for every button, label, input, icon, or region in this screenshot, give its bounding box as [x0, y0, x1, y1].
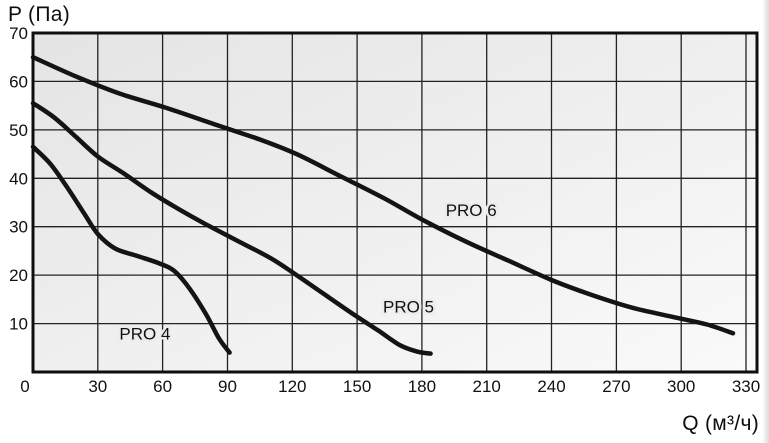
- x-tick-label-180: 180: [408, 377, 436, 396]
- y-axis-title: P (Па): [8, 3, 71, 26]
- curve-label-pro-5: PRO 5: [383, 298, 434, 317]
- y-tick-label-40: 40: [9, 169, 28, 188]
- x-tick-label-0: 0: [20, 377, 29, 396]
- x-tick-label-30: 30: [88, 377, 107, 396]
- y-tick-label-60: 60: [9, 72, 28, 91]
- x-tick-label-150: 150: [343, 377, 371, 396]
- y-tick-label-30: 30: [9, 218, 28, 237]
- x-tick-label-60: 60: [153, 377, 172, 396]
- x-axis-title: Q (м³/ч): [682, 412, 759, 435]
- curve-label-pro-4: PRO 4: [119, 324, 170, 343]
- x-tick-label-240: 240: [537, 377, 565, 396]
- curve-label-pro-6: PRO 6: [446, 201, 497, 220]
- plot-border: [31, 31, 759, 374]
- curve-pro-6: [30, 54, 736, 336]
- curve-pro-5: [30, 100, 433, 356]
- page-edge-shadow: [762, 0, 769, 443]
- y-tick-label-20: 20: [9, 266, 28, 285]
- y-tick-label-10: 10: [9, 315, 28, 334]
- x-tick-label-300: 300: [667, 377, 695, 396]
- x-tick-label-330: 330: [732, 377, 760, 396]
- y-tick-label-70: 70: [9, 24, 28, 43]
- x-tick-label-270: 270: [602, 377, 630, 396]
- x-tick-label-210: 210: [473, 377, 501, 396]
- x-tick-label-120: 120: [278, 377, 306, 396]
- x-tick-label-90: 90: [218, 377, 237, 396]
- y-tick-label-50: 50: [9, 121, 28, 140]
- curve-pro-4: [30, 144, 232, 355]
